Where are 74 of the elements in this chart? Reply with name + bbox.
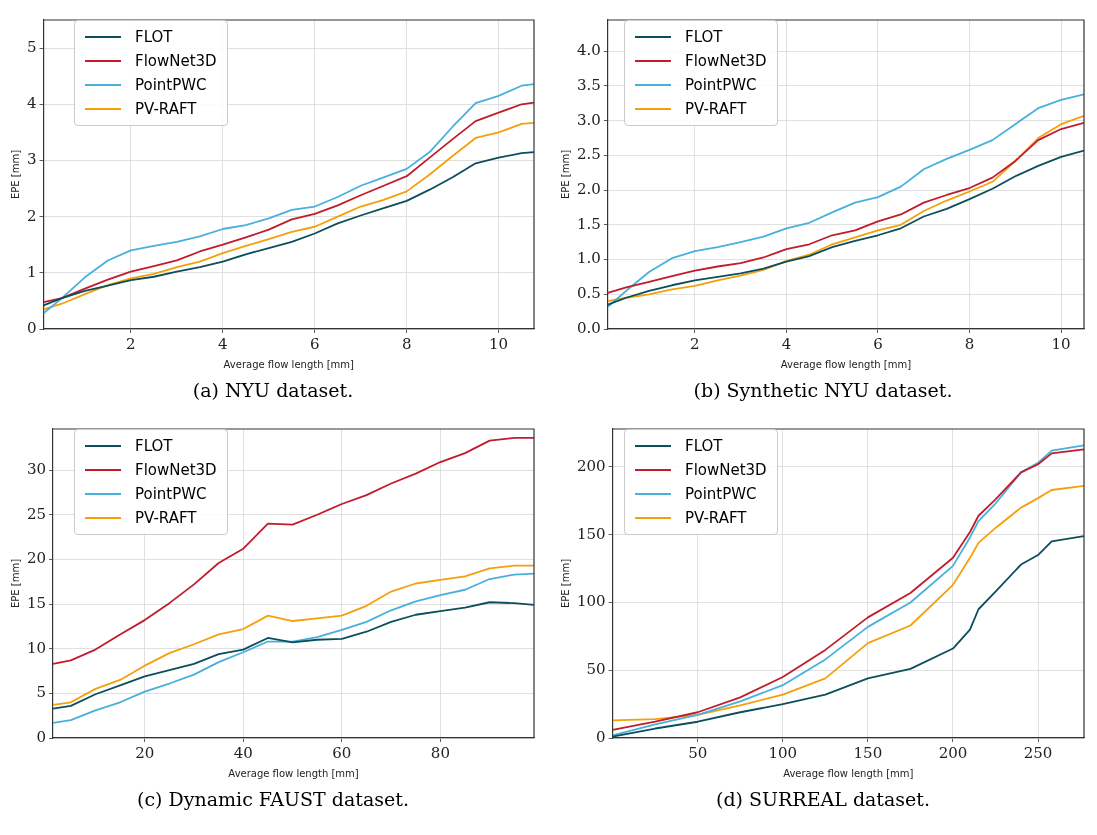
y-axis-title: EPE [mm]	[9, 149, 21, 200]
x-tick-label: 40	[233, 743, 253, 762]
legend-label: FlowNet3D	[685, 461, 767, 479]
y-tick-label: 150	[576, 524, 606, 543]
x-tick-label: 4	[218, 334, 228, 353]
y-tick-label: 3.0	[577, 110, 601, 129]
y-tick-label: 200	[576, 456, 606, 475]
x-axis-title: Average flow length [mm]	[783, 767, 914, 779]
legend-label: FlowNet3D	[135, 461, 217, 479]
x-tick-label: 20	[135, 743, 155, 762]
x-tick-label: 80	[430, 743, 450, 762]
y-tick-label: 30	[26, 459, 47, 478]
x-tick-label: 6	[873, 334, 883, 353]
x-tick-label: 60	[332, 743, 352, 762]
legend-label: FlowNet3D	[135, 52, 217, 70]
y-axis-title: EPE [mm]	[559, 149, 571, 200]
y-tick-label: 4	[27, 94, 37, 113]
text: (b) Synthetic NYU dataset.	[692, 379, 954, 401]
legend-label: PV-RAFT	[685, 100, 747, 118]
y-tick-label: 1.0	[577, 249, 601, 268]
legend-label: PointPWC	[135, 485, 207, 503]
y-tick-label: 100	[576, 592, 606, 611]
y-tick-label: 2.0	[577, 180, 601, 199]
x-tick-label: 250	[1023, 743, 1053, 762]
legend-label: PV-RAFT	[135, 509, 197, 527]
text: (d) SURREAL dataset.	[714, 788, 931, 810]
x-tick-label: 2	[126, 334, 136, 353]
legend-label: FLOT	[685, 437, 723, 455]
legend-label: FLOT	[685, 28, 723, 46]
legend-label: PV-RAFT	[135, 100, 197, 118]
y-tick-label: 0	[36, 727, 47, 746]
y-tick-label: 2	[27, 206, 37, 225]
x-tick-label: 2	[690, 334, 700, 353]
x-tick-label: 50	[688, 743, 708, 762]
y-tick-label: 5	[27, 37, 37, 56]
y-tick-label: 1.5	[577, 214, 601, 233]
text: (c) Dynamic FAUST dataset.	[136, 788, 410, 810]
legend-label: PointPWC	[135, 76, 207, 94]
y-tick-label: 0.5	[577, 284, 601, 303]
y-tick-label: 2.5	[577, 145, 601, 164]
x-tick-label: 6	[309, 334, 320, 353]
y-axis-title: EPE [mm]	[559, 558, 571, 609]
x-tick-label: 4	[781, 334, 792, 353]
y-axis-title: EPE [mm]	[9, 558, 21, 609]
legend-label: PointPWC	[685, 485, 757, 503]
y-tick-label: 5	[36, 683, 47, 702]
text: (a) NYU dataset.	[191, 379, 355, 401]
x-axis-title: Average flow length [mm]	[780, 358, 912, 370]
y-tick-label: 20	[26, 549, 47, 568]
y-tick-label: 25	[26, 504, 47, 523]
x-axis-title: Average flow length [mm]	[223, 358, 355, 370]
y-tick-label: 15	[26, 593, 47, 612]
y-tick-label: 50	[586, 660, 606, 679]
x-tick-label: 8	[401, 334, 412, 353]
y-tick-label: 1	[27, 262, 37, 281]
legend-label: FLOT	[135, 28, 173, 46]
y-tick-label: 10	[26, 638, 47, 657]
y-tick-label: 0	[596, 727, 606, 746]
y-tick-label: 0.0	[577, 318, 601, 337]
legend-label: FLOT	[135, 437, 173, 455]
legend-label: PV-RAFT	[685, 509, 747, 527]
legend-label: FlowNet3D	[685, 52, 767, 70]
x-tick-label: 150	[853, 743, 883, 762]
x-tick-label: 100	[768, 743, 798, 762]
y-tick-label: 4.0	[577, 41, 601, 60]
y-tick-label: 0	[27, 318, 37, 337]
y-tick-label: 3	[27, 150, 37, 169]
x-axis-title: Average flow length [mm]	[228, 767, 359, 779]
x-tick-label: 200	[938, 743, 968, 762]
x-tick-label: 10	[1051, 334, 1071, 353]
x-tick-label: 8	[964, 334, 975, 353]
y-tick-label: 3.5	[577, 75, 601, 94]
x-tick-label: 10	[489, 334, 509, 353]
legend-label: PointPWC	[685, 76, 757, 94]
